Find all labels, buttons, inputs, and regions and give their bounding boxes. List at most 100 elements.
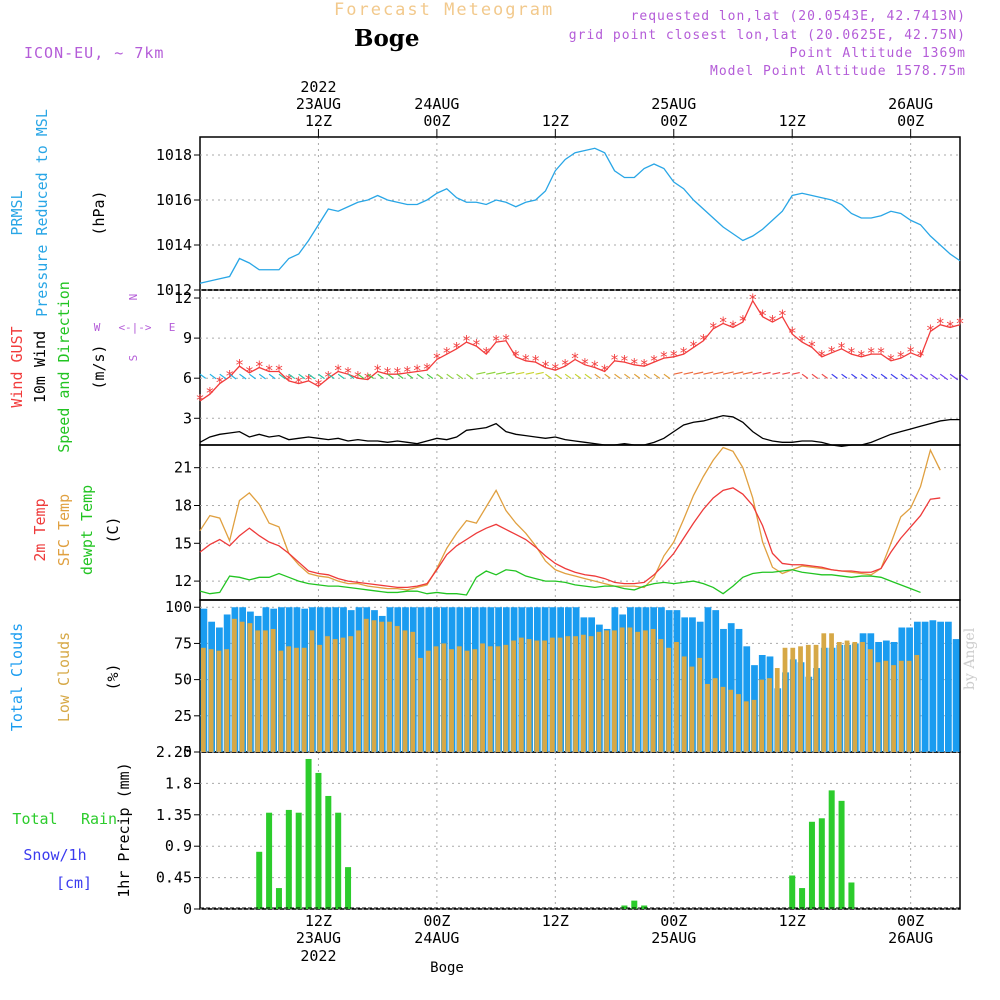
low-clouds-bar (503, 645, 508, 752)
rain-bar (266, 813, 272, 909)
low-clouds-bar (705, 684, 710, 752)
low-clouds-bar (271, 629, 276, 752)
wind-gust-marker: * (817, 347, 826, 365)
rain-bar (789, 876, 795, 909)
wind-gust-marker: * (837, 339, 846, 357)
low-clouds-bar (775, 668, 780, 752)
low-clouds-bar (418, 658, 423, 752)
wind-gust-marker: * (551, 360, 560, 378)
wind-gust-marker: * (462, 332, 471, 350)
low-clouds-bar (441, 643, 446, 752)
low-clouds-bar (410, 632, 415, 752)
low-clouds-bar (628, 628, 633, 752)
low-clouds-bar (542, 641, 547, 752)
compass-west: W (94, 321, 101, 334)
wind-gust-marker: * (689, 337, 698, 355)
wind-direction-arrow (506, 372, 515, 374)
low-clouds-bar (395, 626, 400, 752)
wind-direction-arrow (466, 374, 473, 379)
wind-gust-marker: * (640, 356, 649, 374)
rain-bar (286, 810, 292, 909)
low-clouds-bar (565, 636, 570, 752)
low-clouds-bar (317, 645, 322, 752)
precip-axis-tick-label: 1.8 (165, 774, 192, 792)
wind-direction-arrow (772, 373, 780, 375)
low-clouds-bar (821, 633, 826, 752)
meteogram-chart: 12Z23AUG202200Z24AUG12Z 00Z25AUG12Z 00Z26A… (0, 0, 1000, 1000)
wind-gust-marker: * (699, 331, 708, 349)
wind-gust-marker: * (877, 344, 886, 362)
low-clouds-bar (876, 662, 881, 752)
wind-gust-marker: * (442, 344, 451, 362)
wind-direction-arrow (703, 372, 713, 374)
low-clouds-bar (589, 636, 594, 752)
wind-gust-marker: * (827, 343, 836, 361)
bottom-tick-label: 12Z (542, 912, 569, 930)
low-clouds-bar (690, 667, 695, 752)
low-clouds-bar (635, 632, 640, 752)
low-clouds-bar (426, 651, 431, 752)
rain-bar (296, 813, 302, 909)
precip-axis-tick-label: 2.25 (156, 743, 192, 761)
wind-direction-arrow (842, 374, 847, 378)
temp-axis-tick-label: 12 (174, 572, 192, 590)
low-clouds-bar (294, 648, 299, 752)
low-clouds-bar (279, 651, 284, 752)
compass-south: S (127, 355, 140, 362)
low-clouds-bar (240, 622, 245, 752)
top-date-label: 26AUG (888, 95, 933, 113)
low-clouds-bar (480, 643, 485, 752)
wind-gust-marker: * (284, 371, 293, 389)
rain-bar (829, 790, 835, 909)
low-clouds-bar (449, 649, 454, 752)
low-clouds-bar (814, 645, 819, 752)
bottom-date-label: 25AUG (651, 929, 696, 947)
wind-direction-arrow (713, 372, 723, 374)
wind-speed-direction-label: Speed and Direction (55, 281, 73, 453)
low-clouds-bar (597, 632, 602, 752)
low-clouds-bar (907, 661, 912, 752)
wind-gust-marker: * (521, 351, 530, 369)
low-clouds-bar (806, 645, 811, 752)
pressure-label-short: PRMSL (8, 190, 26, 235)
wind-direction-arrow (526, 372, 534, 374)
wind-direction-arrow (861, 374, 867, 378)
sfc-temp-label: SFC Temp (55, 494, 73, 566)
low-clouds-bar (620, 628, 625, 752)
pressure-unit: (hPa) (90, 190, 108, 235)
top-year-label: 2022 (300, 78, 336, 96)
precip-axis-tick-label: 0 (183, 900, 192, 918)
low-clouds-bar (752, 700, 757, 752)
low-clouds-bar (659, 639, 664, 752)
low-clouds-bar (534, 641, 539, 752)
wind-gust-marker: * (857, 347, 866, 365)
wind-direction-arrow (743, 372, 753, 374)
low-clouds-bar (232, 619, 237, 752)
total-rain-label-1: Total (12, 810, 57, 828)
bottom-year-label: 2022 (300, 947, 336, 965)
wind-gust-marker: * (679, 344, 688, 362)
wind-gust-marker: * (719, 313, 728, 331)
low-clouds-bar (573, 636, 578, 752)
low-clouds-bar (379, 622, 384, 752)
low-clouds-bar (581, 635, 586, 752)
bottom-tick-label: 00Z (423, 912, 450, 930)
wind-direction-arrow (684, 372, 693, 374)
bottom-date-label: 24AUG (414, 929, 459, 947)
rain-bar (315, 773, 321, 909)
wind-gust-marker: * (620, 352, 629, 370)
low-clouds-label: Low Clouds (55, 632, 73, 722)
compass-east: E (169, 321, 176, 334)
total-clouds-label: Total Clouds (8, 623, 26, 731)
low-clouds-bar (209, 649, 214, 752)
low-clouds-bar (511, 641, 516, 752)
wind-gust-marker: * (235, 356, 244, 374)
dewpt-temp-label: dewpt Temp (78, 485, 96, 575)
wind-direction-arrow (575, 374, 581, 378)
wind-direction-arrow (644, 374, 650, 378)
wind-direction-arrow (851, 374, 857, 378)
total-clouds-bar (922, 622, 929, 752)
snow-label: Snow/1h (23, 846, 86, 864)
low-clouds-bar (736, 694, 741, 752)
low-clouds-bar (263, 630, 268, 752)
